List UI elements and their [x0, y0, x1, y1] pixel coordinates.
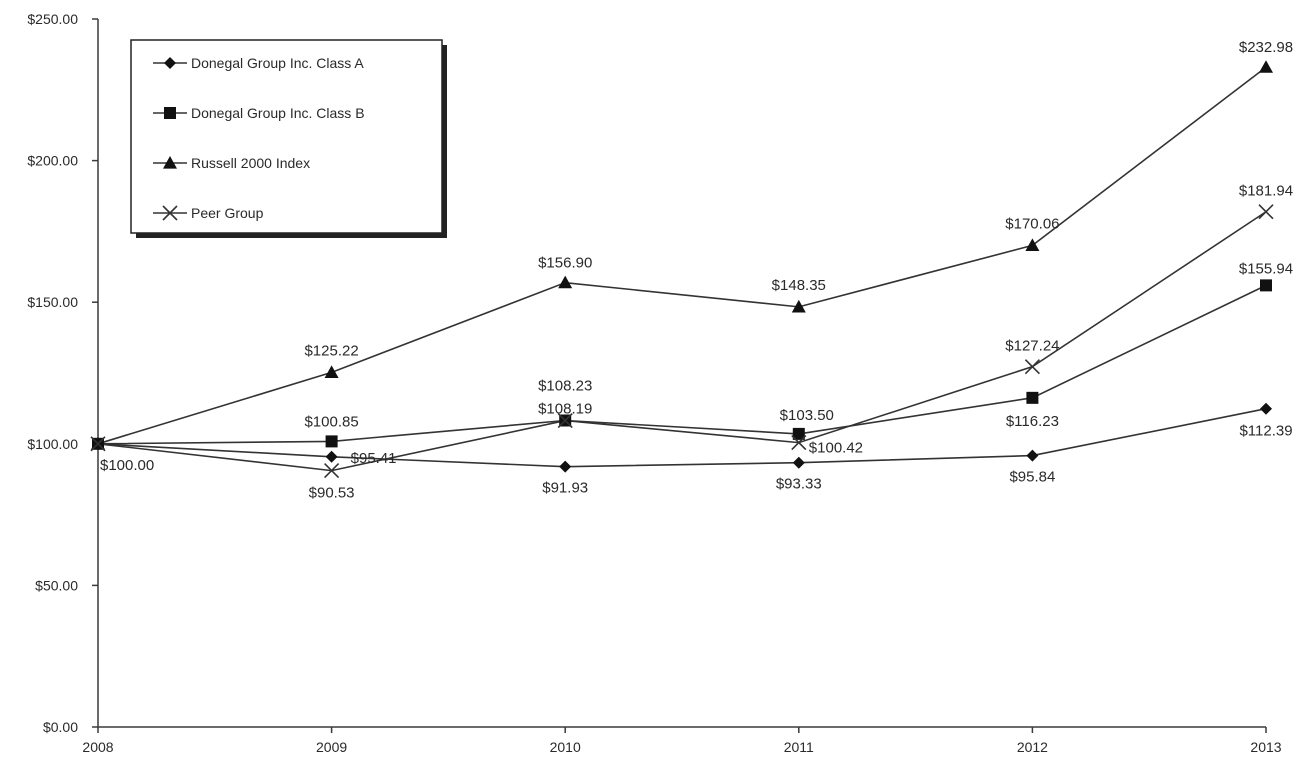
data-point-donegal-group-inc-class-b	[325, 435, 338, 448]
data-label-russell-2000-index: $232.98	[1239, 39, 1293, 56]
data-label-peer-group: $181.94	[1239, 183, 1293, 200]
data-point-donegal-group-inc-class-b	[1260, 279, 1272, 292]
data-label-russell-2000-index: $156.90	[538, 255, 592, 272]
x-tick-label: 2008	[82, 739, 113, 755]
data-point-russell-2000-index	[1025, 238, 1040, 251]
x-tick-label: 2010	[550, 739, 581, 755]
data-point-donegal-group-inc-class-a	[792, 456, 805, 469]
data-label-donegal-group-inc-class-a: $93.33	[776, 476, 822, 493]
data-point-russell-2000-index	[791, 299, 806, 313]
y-tick-label: $150.00	[27, 294, 78, 310]
legend-marker-triangle-icon	[163, 156, 177, 169]
data-label-russell-2000-index: $125.22	[304, 342, 358, 359]
data-point-peer-group	[324, 463, 340, 479]
y-tick-label: $250.00	[27, 11, 78, 27]
data-point-russell-2000-index	[324, 365, 339, 378]
x-tick-label: 2013	[1250, 739, 1281, 755]
data-point-peer-group	[791, 435, 807, 451]
series-markers	[90, 60, 1274, 479]
data-label-peer-group: $127.24	[1005, 338, 1059, 355]
data-point-donegal-group-inc-class-a	[1260, 402, 1272, 415]
legend-marker-x-icon	[162, 205, 178, 221]
series-line-donegal-group-inc-class-a	[97, 407, 1267, 468]
legend-label: Donegal Group Inc. Class A	[191, 55, 364, 71]
y-tick-label: $0.00	[43, 719, 78, 735]
data-point-donegal-group-inc-class-a	[1026, 449, 1039, 462]
legend-label: Russell 2000 Index	[191, 155, 310, 171]
data-point-peer-group	[1024, 359, 1040, 375]
x-tick-label: 2011	[784, 739, 814, 755]
data-label-donegal-group-inc-class-a: $95.84	[1009, 469, 1055, 486]
series-line-donegal-group-inc-class-b	[97, 284, 1267, 445]
legend-box	[130, 39, 443, 234]
x-tick-label: 2012	[1017, 739, 1048, 755]
series-lines	[97, 66, 1267, 472]
data-label-donegal-group-inc-class-b: $108.23	[538, 377, 592, 394]
data-label-donegal-group-inc-class-a: $112.39	[1239, 423, 1292, 440]
series-line-russell-2000-index	[97, 66, 1267, 445]
data-label-donegal-group-inc-class-b: $155.94	[1239, 260, 1293, 277]
data-point-peer-group	[1258, 204, 1274, 220]
y-tick-label: $200.00	[27, 153, 78, 169]
legend-entry-donegal-group-inc-class-a: Donegal Group Inc. Class A	[153, 55, 364, 71]
legend-label: Donegal Group Inc. Class B	[191, 105, 365, 121]
data-label-russell-2000-index: $148.35	[772, 277, 826, 294]
x-tick-label: 2009	[316, 739, 347, 755]
legend-entry-peer-group: Peer Group	[153, 205, 264, 221]
data-label-donegal-group-inc-class-b: $100.85	[304, 413, 358, 430]
data-label-donegal-group-inc-class-a: $95.41	[351, 450, 397, 467]
data-point-donegal-group-inc-class-b	[1026, 391, 1039, 404]
data-point-donegal-group-inc-class-b	[792, 427, 805, 440]
y-tick-label: $100.00	[27, 436, 78, 452]
data-point-donegal-group-inc-class-a	[325, 450, 338, 463]
data-label-russell-2000-index: $170.06	[1005, 215, 1059, 232]
legend-entry-russell-2000-index: Russell 2000 Index	[153, 155, 310, 171]
legend-label: Peer Group	[191, 205, 264, 221]
data-label-peer-group: $100.42	[809, 440, 863, 457]
data-point-donegal-group-inc-class-a	[559, 460, 572, 473]
data-point-peer-group	[557, 413, 573, 429]
data-point-peer-group	[90, 436, 106, 452]
data-labels: $100.00 $95.41 $91.93 $93.33 $95.84 $112.39 $1…	[100, 39, 1293, 501]
legend-entry-donegal-group-inc-class-b: Donegal Group Inc. Class B	[153, 105, 365, 121]
data-label-donegal-group-inc-class-b: $103.50	[780, 407, 834, 424]
data-point-russell-2000-index	[1259, 60, 1273, 73]
legend-marker-diamond-icon	[164, 57, 176, 69]
data-label-donegal-group-inc-class-a: $100.00	[100, 457, 154, 474]
series-line-peer-group	[97, 211, 1267, 472]
data-label-peer-group: $108.19	[538, 401, 592, 418]
data-point-russell-2000-index	[558, 275, 573, 289]
chart-axes: $0.00 $50.00 $100.00 $150.00 $200.00 $250.00 2…	[27, 11, 1281, 755]
data-label-donegal-group-inc-class-a: $91.93	[542, 480, 588, 497]
chart-legend: Donegal Group Inc. Class A Donegal Group …	[130, 39, 447, 238]
y-tick-label: $50.00	[35, 577, 78, 593]
data-label-donegal-group-inc-class-b: $116.23	[1006, 413, 1059, 430]
data-label-peer-group: $90.53	[309, 485, 355, 502]
legend-marker-square-icon	[164, 107, 176, 119]
